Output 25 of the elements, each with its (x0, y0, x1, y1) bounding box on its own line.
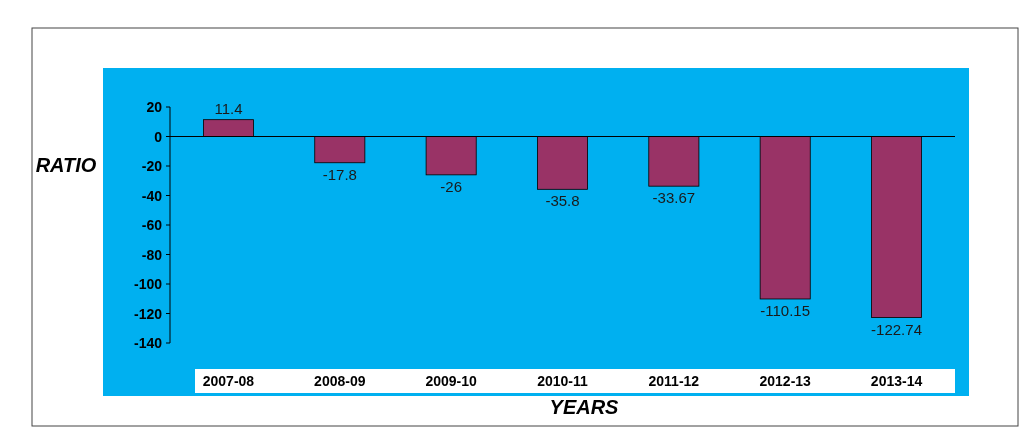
data-label: -26 (440, 177, 462, 195)
x-tick-label: 2009-10 (425, 373, 478, 389)
y-tick-label: -20 (141, 158, 163, 174)
y-axis-title: RATIO (35, 154, 97, 176)
y-tick-label: -120 (133, 305, 163, 322)
data-label: -122.74 (871, 320, 922, 338)
data-label: -33.67 (652, 189, 696, 207)
y-tick-label: -40 (141, 187, 163, 204)
x-tick-label: 2008-09 (314, 373, 366, 389)
x-tick-label: 2011-12 (648, 373, 700, 389)
x-tick-label: 2010-11 (537, 373, 589, 389)
y-tick-label: 0 (154, 128, 163, 145)
y-tick-label: -100 (133, 276, 163, 292)
x-tick-label: 2007-08 (202, 373, 255, 389)
y-tick-label: 20 (146, 99, 163, 115)
data-label: 11.4 (214, 99, 243, 117)
y-tick-label: -60 (141, 217, 163, 233)
x-tick-label: 2013-14 (870, 373, 923, 389)
data-label: -110.15 (760, 301, 811, 319)
x-tick-label: 2012-13 (759, 373, 812, 389)
data-label: -17.8 (322, 165, 357, 183)
data-label: -35.8 (545, 192, 580, 210)
x-axis-title: YEARS (549, 396, 620, 418)
y-tick-label: -80 (141, 246, 163, 263)
y-tick-label: -140 (133, 335, 163, 351)
